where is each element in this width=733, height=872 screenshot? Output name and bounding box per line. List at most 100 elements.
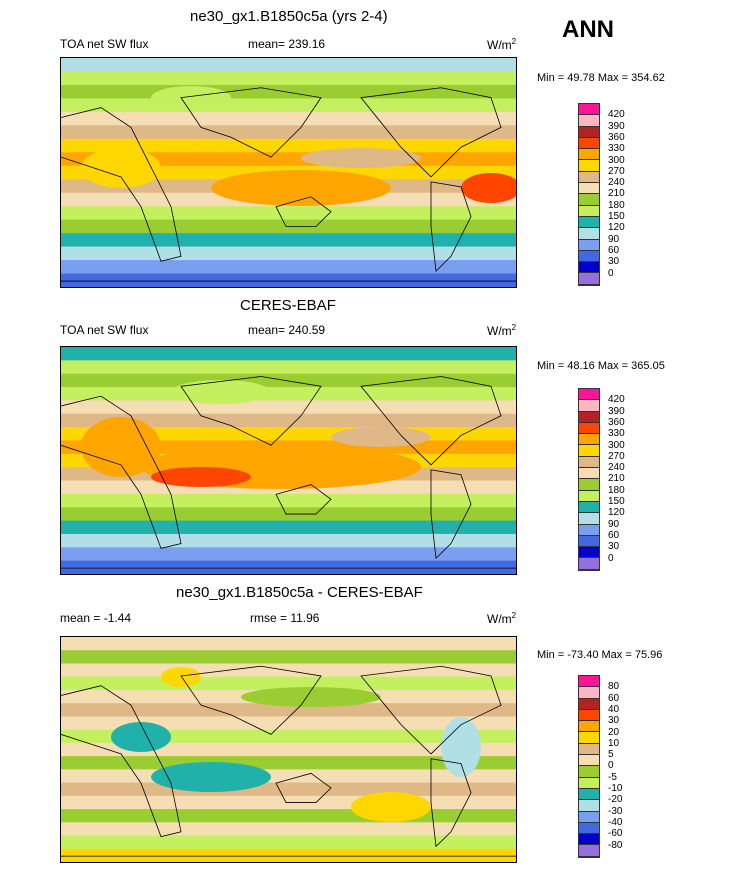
colorbar-box xyxy=(579,194,599,206)
colorbar-box xyxy=(579,171,599,184)
colorbar-box xyxy=(579,535,599,548)
colorbar-label: 300 xyxy=(608,439,625,451)
colorbar-box xyxy=(579,777,599,789)
colorbar-label: 40 xyxy=(608,703,620,715)
panel3-rmse: rmse = 11.96 xyxy=(250,611,320,625)
contour-field xyxy=(61,637,516,862)
colorbar-box xyxy=(579,709,599,722)
colorbar-box xyxy=(579,513,599,525)
panel1-colorbar xyxy=(578,103,600,286)
colorbar-label: 330 xyxy=(608,143,625,155)
colorbar-box xyxy=(579,445,599,457)
units: W/m xyxy=(487,38,512,52)
contour-band xyxy=(61,835,516,850)
contour-band xyxy=(61,138,516,154)
colorbar-label: 120 xyxy=(608,507,625,519)
colorbar-box xyxy=(579,721,599,733)
colorbar-label: 0 xyxy=(608,267,614,279)
contour-region xyxy=(81,148,161,188)
colorbar-label: 300 xyxy=(608,154,625,166)
colorbar-label: 120 xyxy=(608,222,625,234)
colorbar-box xyxy=(579,262,599,274)
colorbar-label: -30 xyxy=(608,805,623,817)
contour-region xyxy=(351,792,431,822)
colorbar-box xyxy=(579,389,599,401)
coastline xyxy=(361,88,501,177)
colorbar-box xyxy=(579,811,599,823)
colorbar-label: 90 xyxy=(608,518,620,530)
units: W/m xyxy=(487,324,512,338)
colorbar-box xyxy=(579,788,599,801)
colorbar-label: 150 xyxy=(608,496,625,507)
colorbar-label: 180 xyxy=(608,199,625,211)
contour-band xyxy=(61,273,516,287)
colorbar-label: 150 xyxy=(608,211,625,222)
colorbar-label: 80 xyxy=(608,681,620,693)
colorbar-box xyxy=(579,250,599,263)
coastline xyxy=(181,88,321,157)
panel3-minmax: Min = -73.40 Max = 75.96 xyxy=(537,649,663,661)
panel3-mean: mean = -1.44 xyxy=(60,611,132,625)
coastline xyxy=(181,666,321,734)
panel3-map xyxy=(60,636,517,863)
units-exp: 2 xyxy=(511,37,517,46)
colorbar-label: 420 xyxy=(608,109,625,121)
coastline xyxy=(61,686,181,837)
colorbar-label: 30 xyxy=(608,715,620,727)
panel1-title: ne30_gx1.B1850c5a (yrs 2-4) xyxy=(190,8,388,25)
colorbar-label: 270 xyxy=(608,165,625,177)
colorbar-label: 60 xyxy=(608,244,620,256)
colorbar-box xyxy=(579,822,599,835)
contour-region xyxy=(151,762,271,792)
contour-region xyxy=(151,86,231,110)
colorbar-box xyxy=(579,104,599,116)
contour-band xyxy=(61,782,516,797)
colorbar-label: 30 xyxy=(608,256,620,268)
panel2-title: CERES-EBAF xyxy=(240,297,336,314)
panel1-map xyxy=(60,57,517,288)
contour-band xyxy=(61,125,516,140)
colorbar-label: 5 xyxy=(608,749,614,761)
contour-region xyxy=(301,148,421,168)
panel2-variable: TOA net SW flux xyxy=(60,323,149,337)
contour-field xyxy=(61,347,516,574)
units-exp: 2 xyxy=(511,611,517,620)
colorbar-label: 20 xyxy=(608,726,620,738)
units: W/m xyxy=(487,612,512,626)
colorbar-label: 180 xyxy=(608,484,625,496)
contour-region xyxy=(211,170,391,206)
colorbar-box xyxy=(579,501,599,514)
contour-band xyxy=(61,360,516,375)
colorbar-box xyxy=(579,205,599,217)
colorbar-box xyxy=(579,456,599,469)
contour-band xyxy=(61,742,516,758)
colorbar-label: -60 xyxy=(608,828,623,840)
panel2-map xyxy=(60,346,517,575)
contour-band xyxy=(61,716,516,731)
colorbar-label: 360 xyxy=(608,416,625,428)
colorbar-label: 360 xyxy=(608,131,625,143)
colorbar-label: 30 xyxy=(608,541,620,553)
panel2-units: W/m2 xyxy=(487,323,516,338)
contour-band xyxy=(61,560,516,574)
colorbar-label: 270 xyxy=(608,450,625,462)
colorbar-box xyxy=(579,558,599,570)
colorbar-box xyxy=(579,216,599,229)
coastline xyxy=(361,376,501,464)
contour-band xyxy=(61,848,516,862)
colorbar-label: 10 xyxy=(608,737,620,749)
contour-band xyxy=(61,493,516,509)
panel2-mean: mean= 240.59 xyxy=(248,323,326,337)
contour-band xyxy=(61,547,516,562)
contour-band xyxy=(61,260,516,275)
colorbar-label: 390 xyxy=(608,405,625,417)
colorbar-box xyxy=(579,676,599,688)
colorbar-box xyxy=(579,732,599,744)
colorbar-box xyxy=(579,698,599,710)
colorbar-box xyxy=(579,160,599,172)
contour-band xyxy=(61,703,516,718)
panel3-units: W/m2 xyxy=(487,611,516,626)
coastline xyxy=(61,396,181,548)
colorbar-label: 210 xyxy=(608,473,625,485)
coastline xyxy=(181,376,321,445)
